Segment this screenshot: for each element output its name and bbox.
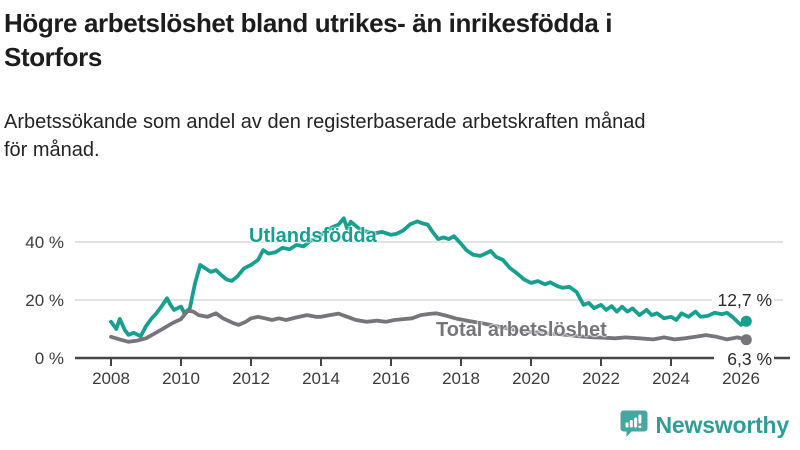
- end-value-label-utlandsfodda: 12,7 %: [712, 290, 774, 311]
- x-axis-label: 2018: [442, 369, 480, 388]
- page-title-line2: Storfors: [4, 42, 102, 72]
- newsworthy-logo-icon: [620, 410, 648, 440]
- x-axis-label: 2026: [722, 369, 760, 388]
- x-axis-label: 2012: [232, 369, 270, 388]
- y-axis-label: 20 %: [25, 291, 64, 310]
- chart-subtitle: Arbetssökande som andel av den registerb…: [4, 108, 792, 164]
- series-line-0: [109, 216, 749, 339]
- chart-subtitle-line2: för månad.: [4, 139, 100, 161]
- series-label-utlandsfodda: Utlandsfödda: [249, 225, 377, 247]
- x-axis-label: 2008: [92, 369, 130, 388]
- page-title: Högre arbetslöshet bland utrikes- än inr…: [4, 6, 792, 74]
- newsworthy-logo: Newsworthy: [620, 410, 789, 440]
- newsworthy-logo-text: Newsworthy: [655, 411, 790, 438]
- series-line-1: [109, 308, 749, 344]
- series-label-total-arbetsloshet: Total arbetslöshet: [436, 319, 607, 341]
- x-axis-label: 2010: [162, 369, 200, 388]
- chart-subtitle-line1: Arbetssökande som andel av den registerb…: [4, 111, 646, 133]
- x-axis-label: 2014: [302, 369, 340, 388]
- series-end-dot-1: [740, 334, 752, 346]
- x-axis-label: 2024: [652, 369, 690, 388]
- x-axis-label: 2016: [372, 369, 410, 388]
- y-axis-label: 0 %: [35, 349, 64, 368]
- x-axis-label: 2022: [582, 369, 620, 388]
- end-value-label-total: 6,3 %: [714, 349, 774, 370]
- x-axis-label: 2020: [512, 369, 550, 388]
- y-axis-label: 40 %: [25, 233, 64, 252]
- series-end-dot-0: [740, 315, 752, 327]
- page-title-line1: Högre arbetslöshet bland utrikes- än inr…: [4, 8, 613, 38]
